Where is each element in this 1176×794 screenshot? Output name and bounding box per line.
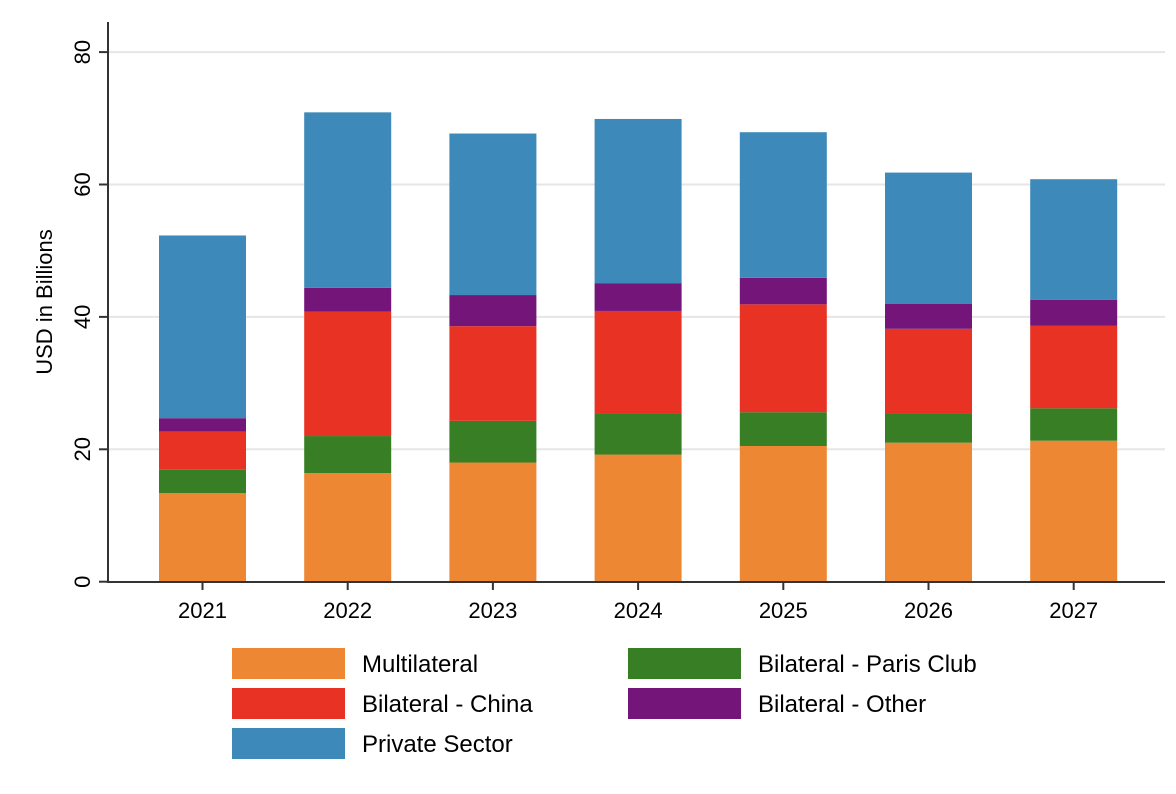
x-ticks: 2021 2022 2023 2024 2025 2026 2027 — [178, 582, 1098, 623]
y-tick-label: 20 — [70, 437, 95, 461]
bar-stack-2021 — [159, 235, 246, 582]
bar-segment — [159, 469, 246, 493]
bar-segment — [594, 310, 682, 414]
bar-stack-2027 — [1030, 179, 1118, 582]
bar-segment — [1030, 179, 1118, 300]
legend-item: Multilateral — [232, 648, 478, 679]
x-tick-label: 2024 — [614, 598, 663, 623]
y-ticks: 0 20 40 60 80 — [70, 40, 108, 588]
bar-segment — [1030, 408, 1118, 441]
x-tick-label: 2023 — [468, 598, 517, 623]
legend-label: Bilateral - Paris Club — [758, 651, 977, 678]
bar-stack-2026 — [885, 172, 972, 582]
bar-segment — [449, 295, 537, 327]
bar-segment — [739, 304, 827, 413]
y-tick-label: 40 — [70, 305, 95, 329]
bar-segment — [304, 311, 392, 437]
bar-segment — [739, 132, 827, 278]
bar-stack-2022 — [304, 112, 392, 582]
y-tick-label: 0 — [70, 576, 95, 588]
bar-segment — [304, 287, 392, 312]
legend-label: Private Sector — [362, 731, 513, 758]
bar-segment — [885, 172, 972, 304]
legend-swatch — [628, 688, 741, 719]
bar-segment — [1030, 299, 1118, 326]
bars — [159, 112, 1118, 582]
bar-segment — [739, 277, 827, 305]
legend-item: Bilateral - China — [232, 688, 533, 719]
bar-segment — [449, 462, 537, 582]
legend: Multilateral Bilateral - Paris Club Bilate… — [232, 648, 977, 759]
x-tick-label: 2027 — [1049, 598, 1098, 623]
legend-item: Bilateral - Other — [628, 688, 926, 719]
bar-segment — [885, 442, 972, 582]
x-tick-label: 2025 — [759, 598, 808, 623]
legend-swatch — [232, 728, 345, 759]
bar-segment — [885, 303, 972, 329]
legend-swatch — [232, 688, 345, 719]
bar-segment — [739, 445, 827, 582]
bar-segment — [159, 418, 246, 432]
bar-segment — [594, 454, 682, 582]
bar-segment — [449, 420, 537, 463]
legend-item: Bilateral - Paris Club — [628, 648, 977, 679]
x-tick-label: 2021 — [178, 598, 227, 623]
y-tick-label: 80 — [70, 40, 95, 64]
bar-segment — [159, 492, 246, 582]
bar-stack-2025 — [739, 132, 827, 582]
bar-segment — [304, 473, 392, 582]
bar-segment — [739, 412, 827, 446]
x-tick-label: 2022 — [323, 598, 372, 623]
bar-segment — [1030, 325, 1118, 409]
bar-segment — [885, 328, 972, 414]
legend-swatch — [628, 648, 741, 679]
legend-label: Multilateral — [362, 651, 478, 678]
bar-stack-2024 — [594, 118, 682, 582]
bar-segment — [594, 118, 682, 284]
legend-label: Bilateral - Other — [758, 691, 926, 718]
axes — [107, 22, 1165, 583]
legend-label: Bilateral - China — [362, 691, 533, 718]
bar-segment — [885, 413, 972, 443]
bar-segment — [304, 112, 392, 288]
bar-segment — [449, 133, 537, 296]
bar-segment — [1030, 440, 1118, 582]
bar-segment — [304, 436, 392, 474]
bar-segment — [594, 413, 682, 455]
legend-swatch — [232, 648, 345, 679]
x-tick-label: 2026 — [904, 598, 953, 623]
bar-segment — [449, 326, 537, 421]
bar-segment — [159, 431, 246, 470]
bar-segment — [159, 235, 246, 419]
bar-stack-2023 — [449, 133, 537, 582]
bar-segment — [594, 283, 682, 311]
y-tick-label: 60 — [70, 172, 95, 196]
y-axis-title: USD in Billions — [32, 229, 57, 375]
legend-item: Private Sector — [232, 728, 513, 759]
